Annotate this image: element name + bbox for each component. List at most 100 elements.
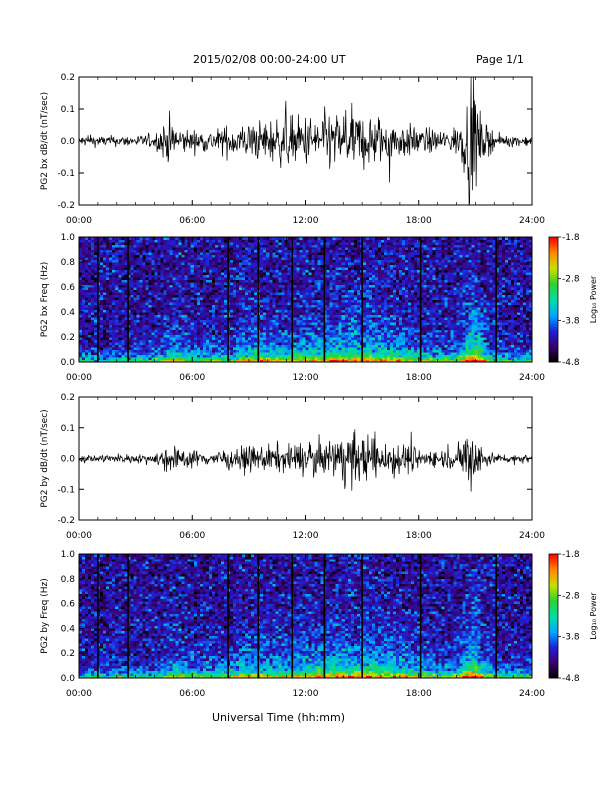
spectrogram-cell (329, 314, 333, 318)
spectrogram-cell (317, 344, 321, 348)
spectrogram-cell (211, 302, 216, 305)
spectrogram-cell (353, 337, 358, 340)
spectrogram-cell (91, 304, 95, 308)
spectrogram-cell (100, 274, 104, 278)
spectrogram-cell (187, 337, 192, 340)
spectrogram-cell (148, 284, 152, 288)
spectrogram-cell (133, 269, 137, 273)
spectrogram-cell (305, 337, 309, 340)
spectrogram-cell (211, 319, 216, 323)
spectrogram-cell (347, 244, 352, 248)
spectrogram-cell (293, 292, 297, 295)
spectrogram-cell (281, 249, 285, 253)
spectrogram-cell (251, 287, 255, 290)
spectrogram-cell (121, 247, 125, 250)
spectrogram-cell (266, 244, 270, 248)
spectrogram-cell (350, 257, 355, 260)
spectrogram-cell (160, 242, 164, 245)
spectrogram-cell (338, 357, 343, 360)
spectrogram-cell (151, 259, 155, 263)
spectrogram-cell (308, 272, 312, 275)
spectrogram-cell (269, 289, 273, 293)
spectrogram-cell (79, 264, 83, 268)
spectrogram-cell (184, 344, 189, 348)
spectrogram-cell (263, 297, 267, 300)
spectrogram-cell (118, 354, 122, 358)
spectrogram-cell (157, 274, 161, 278)
spectrogram-cell (91, 257, 95, 260)
spectrogram-cell (326, 352, 330, 355)
spectrogram-cell (175, 324, 179, 328)
spectrogram-cell (139, 342, 143, 345)
spectrogram-cell (82, 329, 86, 333)
spectrogram-cell (214, 337, 219, 340)
spectrogram-cell (236, 237, 240, 240)
spectrogram-cell (371, 339, 376, 343)
spectrogram-cell (365, 254, 370, 258)
spectrogram-cell (142, 272, 146, 275)
spectrogram-cell (293, 272, 297, 275)
spectrogram-cell (106, 334, 110, 338)
spectrogram-cell (275, 287, 279, 290)
spectrogram-cell (344, 342, 349, 345)
spectrogram-cell (178, 314, 182, 318)
spectrogram-cell (82, 259, 86, 263)
spectrogram-cell (208, 284, 213, 288)
spectrogram-cell (136, 317, 140, 320)
spectrogram-cell (115, 347, 119, 350)
spectrogram-cell (356, 287, 361, 290)
spectrogram-cell (163, 329, 167, 333)
spectrogram-cell (103, 274, 107, 278)
spectrogram-cell (91, 329, 95, 333)
spectrogram-cell (142, 269, 146, 273)
spectrogram-cell (202, 347, 207, 350)
spectrogram-cell (157, 264, 161, 268)
spectrogram-cell (368, 352, 373, 355)
spectrogram-cell (169, 299, 173, 303)
spectrogram-cell (266, 309, 270, 313)
spectrogram-cell (236, 337, 240, 340)
spectrogram-cell (254, 262, 258, 265)
spectrogram-cell (233, 277, 237, 280)
spectrogram-cell (205, 292, 210, 295)
spectrogram-cell (187, 279, 192, 283)
spectrogram-cell (97, 327, 101, 330)
spectrogram-cell (79, 279, 83, 283)
spectrogram-cell (124, 304, 128, 308)
spectrogram-cell (332, 274, 336, 278)
spectrogram-cell (332, 247, 336, 250)
spectrogram-cell (100, 337, 104, 340)
spectrogram-cell (196, 259, 201, 263)
spectrogram-cell (157, 344, 161, 348)
spectrogram-cell (139, 267, 143, 270)
spectrogram-cell (169, 337, 173, 340)
spectrogram-cell (308, 307, 312, 310)
spectrogram-cell (199, 279, 204, 283)
spectrogram-cell (91, 294, 95, 298)
spectrogram-cell (109, 252, 113, 255)
spectrogram-cell (335, 247, 340, 250)
spectrogram-cell (112, 252, 116, 255)
spectrogram-cell (329, 272, 333, 275)
spectrogram-cell (85, 334, 89, 338)
spectrogram-cell (302, 357, 306, 360)
spectrogram-cell (239, 264, 243, 268)
spectrogram-cell (284, 254, 288, 258)
spectrogram-cell (341, 277, 346, 280)
spectrogram-cell (287, 352, 291, 355)
spectrogram-cell (181, 312, 185, 315)
spectrogram-cell (79, 267, 83, 270)
spectrogram-cell (344, 324, 349, 328)
spectrogram-cell (184, 247, 189, 250)
spectrogram-cell (139, 347, 143, 350)
spectrogram-cell (329, 349, 333, 353)
spectrogram-cell (371, 244, 376, 248)
spectrogram-cell (233, 347, 237, 350)
spectrogram-cell (94, 354, 98, 358)
spectrogram-cell (97, 352, 101, 355)
spectrogram-cell (293, 284, 297, 288)
spectrogram-cell (136, 329, 140, 333)
spectrogram-cell (124, 334, 128, 338)
spectrogram-cell (287, 262, 291, 265)
spectrogram-cell (91, 244, 95, 248)
